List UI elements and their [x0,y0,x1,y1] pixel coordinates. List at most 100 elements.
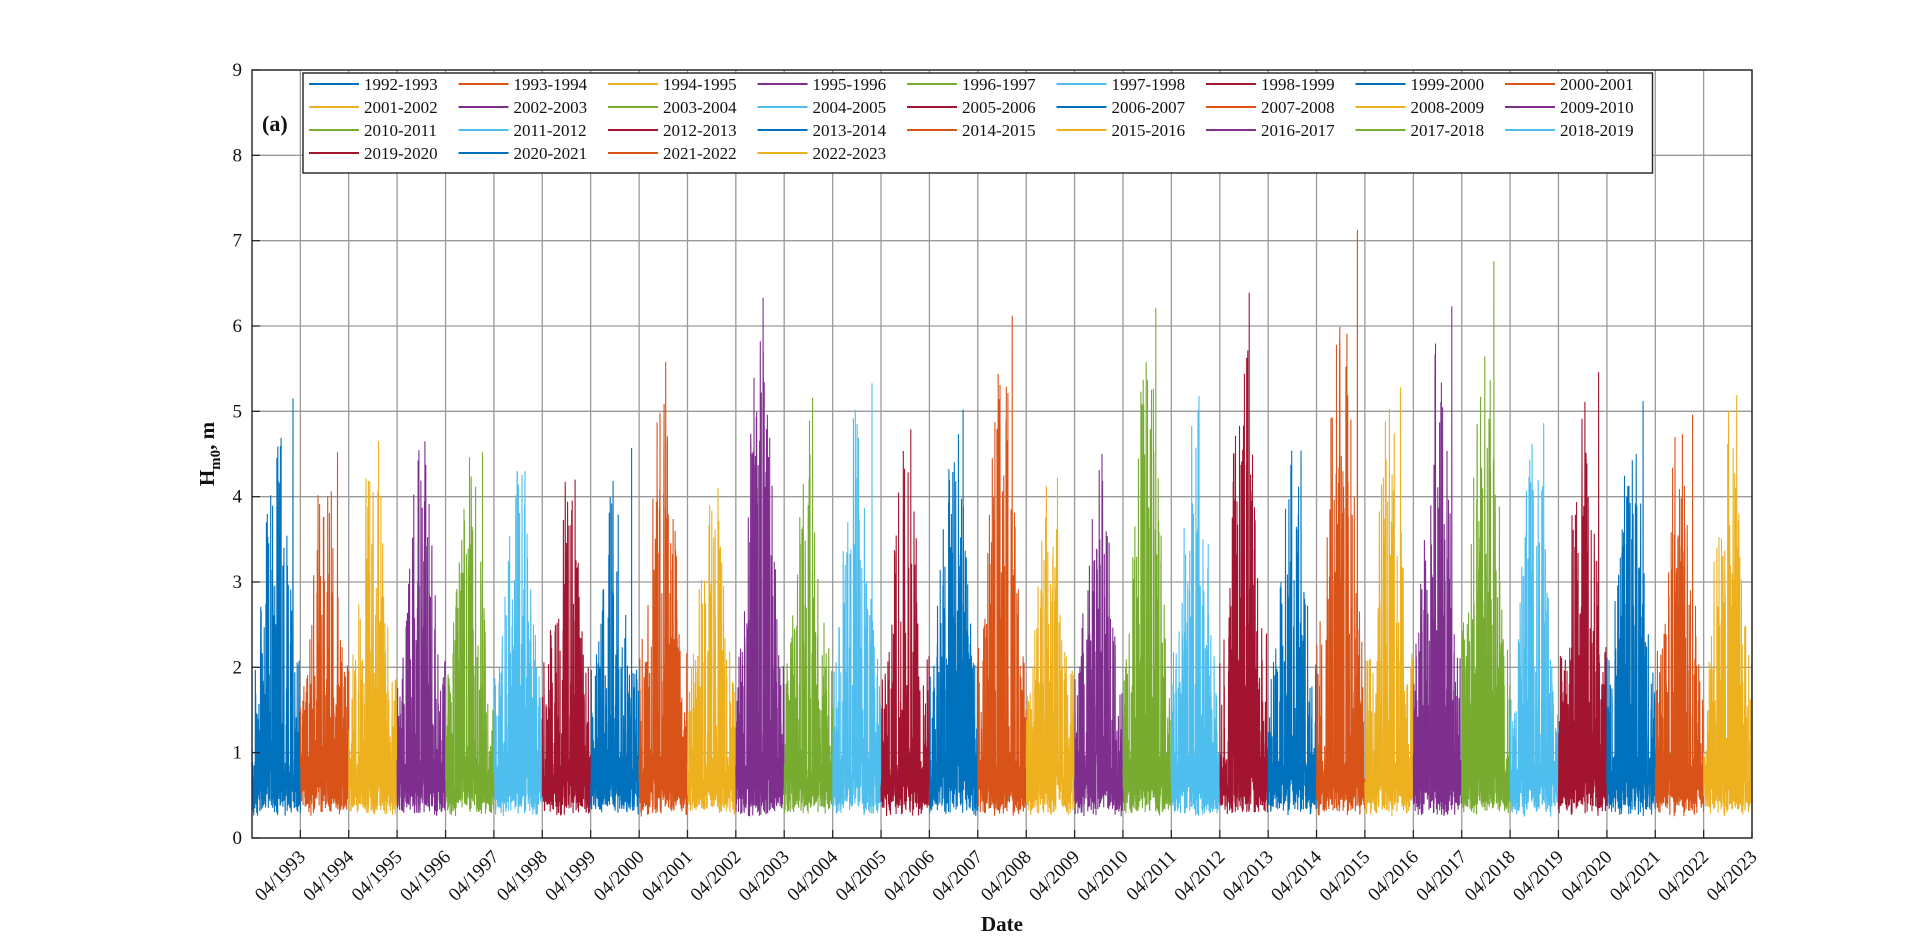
series-line-2016-2017 [1412,306,1463,816]
y-tick-label: 2 [233,657,243,678]
legend-entry-1996-1997: 1996-1997 [962,75,1036,94]
x-axis-ticks: 04/199304/199404/199504/199604/199704/19… [251,830,1762,906]
series-line-1995-1996 [396,441,447,816]
x-tick-label: 04/1999 [541,847,600,906]
x-tick-label: 04/2018 [1461,847,1520,906]
series-line-2010-2011 [1122,308,1172,816]
series-line-1994-1995 [348,441,398,815]
x-tick-label: 04/2011 [1122,847,1180,905]
x-tick-label: 04/2015 [1316,847,1375,906]
x-tick-label: 04/2001 [638,847,697,906]
x-tick-label: 04/2007 [928,847,987,906]
y-tick-label: 7 [233,231,243,252]
series-line-2009-2010 [1074,453,1124,817]
y-axis-label-main: H [195,470,219,486]
x-tick-label: 04/2022 [1654,847,1713,906]
series-line-2013-2014 [1267,450,1318,816]
series-line-2002-2003 [735,297,785,817]
legend-entry-2012-2013: 2012-2013 [663,121,737,140]
x-tick-label: 04/1993 [251,847,310,906]
legend-entry-1995-1996: 1995-1996 [813,75,887,94]
y-tick-label: 3 [233,572,243,593]
series-line-2006-2007 [928,409,979,817]
plot-frame [251,69,1753,839]
legend-box [302,72,1654,174]
legend-entry-1999-2000: 1999-2000 [1411,75,1485,94]
series-line-1993-1994 [299,452,350,816]
series-line-2007-2008 [977,315,1027,816]
series-line-2011-2012 [1170,395,1221,816]
x-tick-label: 04/1997 [445,847,504,906]
series-line-2000-2001 [638,361,689,817]
series-line-2012-2013 [1219,292,1269,815]
series-line-2021-2022 [1654,414,1705,817]
x-tick-label: 04/2005 [832,847,891,906]
legend-entry-2007-2008: 2007-2008 [1261,98,1335,117]
x-tick-label: 04/2017 [1412,847,1471,906]
x-tick-label: 04/1996 [396,847,455,906]
series-lines [251,229,1753,817]
x-tick-label: 04/2010 [1074,847,1133,906]
legend-entry-2000-2001: 2000-2001 [1560,75,1634,94]
legend-entry-2011-2012: 2011-2012 [514,121,587,140]
legend-entry-2022-2023: 2022-2023 [813,144,887,163]
x-tick-label: 04/1998 [493,847,552,906]
x-tick-label: 04/2012 [1170,847,1229,906]
legend-entry-2004-2005: 2004-2005 [813,98,887,117]
x-axis-label: Date [981,912,1023,936]
legend-entry-2019-2020: 2019-2020 [364,144,438,163]
x-tick-label: 04/2004 [783,846,842,905]
legend: 1992-1993 1993-1994 1994-1995 1995-1996 1996… [302,72,1654,174]
x-tick-label: 04/1994 [299,846,358,905]
legend-entry-1994-1995: 1994-1995 [663,75,737,94]
legend-entry-2006-2007: 2006-2007 [1112,98,1186,117]
series-line-1992-1993 [251,398,301,816]
legend-entry-1992-1993: 1992-1993 [364,75,438,94]
x-tick-label: 04/2002 [686,847,745,906]
series-line-2004-2005 [832,383,882,816]
legend-entry-2002-2003: 2002-2003 [514,98,588,117]
series-line-2015-2016 [1364,387,1414,817]
series-line-1996-1997 [445,452,495,817]
series-line-2003-2004 [783,397,834,814]
legend-entry-1997-1998: 1997-1998 [1112,75,1186,94]
y-axis-label: Hm0, m [195,421,224,486]
y-tick-label: 9 [233,60,243,81]
y-axis-ticks: 0 1 2 3 4 5 6 7 8 9 [233,60,260,849]
y-tick-label: 6 [233,316,243,337]
x-tick-label: 04/2021 [1606,847,1665,906]
legend-entry-2020-2021: 2020-2021 [514,144,588,163]
series-line-2020-2021 [1606,401,1656,817]
legend-entry-2008-2009: 2008-2009 [1411,98,1485,117]
x-tick-label: 04/2009 [1025,847,1084,906]
legend-entry-2009-2010: 2009-2010 [1560,98,1634,117]
legend-entry-2021-2022: 2021-2022 [663,144,737,163]
x-tick-label: 04/2014 [1267,846,1326,905]
y-tick-label: 8 [233,145,243,166]
series-line-1998-1999 [541,479,592,816]
x-tick-label: 04/2003 [735,847,794,906]
panel-label: (a) [262,111,288,136]
series-line-2008-2009 [1025,477,1076,816]
x-tick-label: 04/1995 [348,847,407,906]
legend-entry-2014-2015: 2014-2015 [962,121,1036,140]
x-tick-label: 04/2008 [977,847,1036,906]
series-line-2001-2002 [686,488,737,815]
legend-entry-1998-1999: 1998-1999 [1261,75,1335,94]
x-tick-label: 04/2013 [1219,847,1278,906]
x-tick-label: 04/2019 [1509,847,1568,906]
series-line-2022-2023 [1703,395,1753,817]
y-tick-label: 0 [233,828,243,849]
legend-entry-2005-2006: 2005-2006 [962,98,1036,117]
legend-entry-2017-2018: 2017-2018 [1411,121,1485,140]
legend-entry-2016-2017: 2016-2017 [1261,121,1335,140]
series-line-2018-2019 [1509,423,1559,817]
series-line-1999-2000 [590,447,640,815]
legend-entry-2018-2019: 2018-2019 [1560,121,1634,140]
x-tick-label: 04/2016 [1364,847,1423,906]
x-tick-label: 04/2020 [1558,847,1617,906]
series-line-2014-2015 [1315,229,1366,816]
y-axis-label-subscript: m0 [208,450,224,470]
